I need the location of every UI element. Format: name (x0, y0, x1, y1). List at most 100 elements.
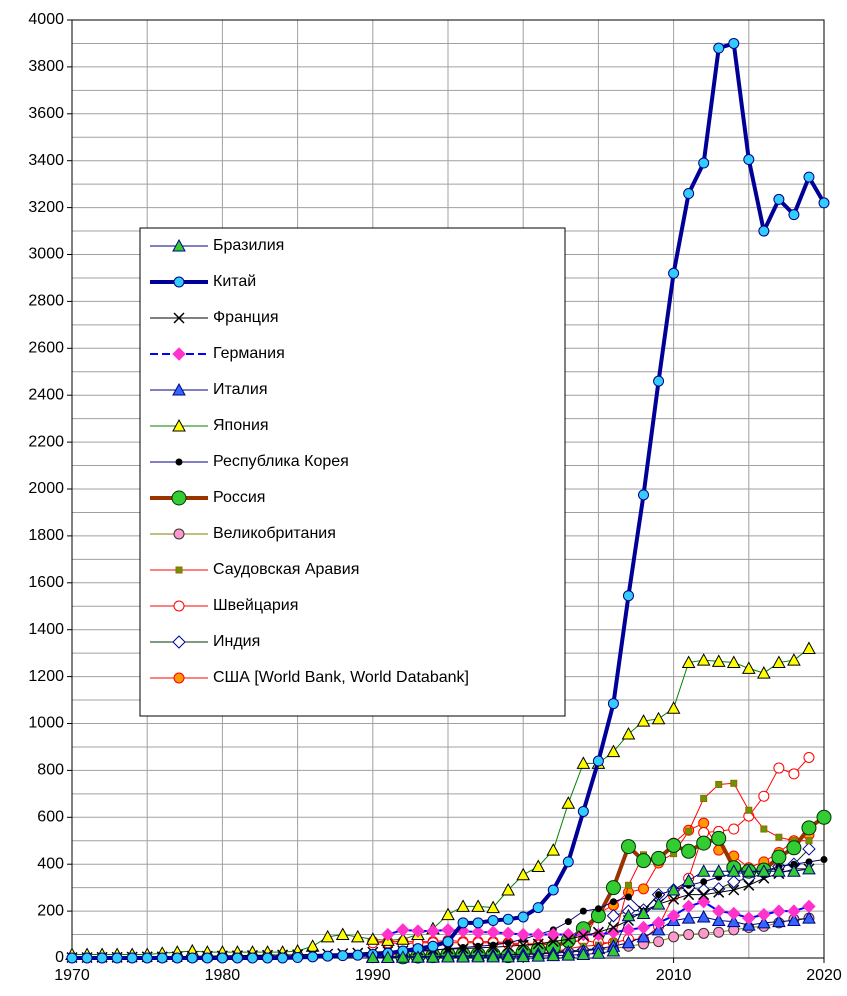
marker (607, 698, 619, 710)
marker (337, 950, 349, 962)
marker (175, 458, 183, 466)
y-tick-label: 1200 (28, 668, 64, 685)
marker (713, 926, 725, 938)
marker (516, 949, 531, 963)
marker (547, 884, 559, 896)
marker (396, 950, 410, 963)
marker (81, 952, 93, 964)
y-tick-label: 3800 (28, 58, 64, 75)
marker (531, 949, 546, 962)
marker (681, 655, 696, 669)
x-tick-label: 1990 (355, 967, 391, 984)
marker (653, 375, 665, 387)
marker (651, 916, 666, 930)
marker (547, 936, 559, 948)
marker (171, 490, 187, 506)
marker (322, 950, 334, 962)
marker (172, 382, 186, 396)
marker (532, 938, 544, 950)
legend-label: Индия (213, 633, 260, 650)
marker (472, 942, 484, 954)
marker (307, 951, 319, 963)
marker (666, 909, 681, 923)
marker (668, 267, 680, 279)
marker (700, 795, 708, 803)
marker (173, 600, 185, 612)
y-tick-label: 2400 (28, 386, 64, 403)
marker (173, 672, 185, 684)
marker (622, 590, 634, 602)
marker (591, 946, 606, 959)
legend-label: Германия (213, 345, 285, 362)
marker (638, 489, 650, 501)
y-tick-label: 600 (37, 809, 64, 826)
marker (441, 950, 455, 963)
marker (592, 926, 604, 938)
marker (787, 864, 801, 877)
marker (743, 154, 755, 166)
marker (668, 931, 680, 943)
marker (486, 925, 500, 939)
marker (683, 929, 695, 941)
marker (801, 820, 817, 836)
marker (173, 528, 185, 540)
marker (730, 779, 738, 787)
marker (441, 923, 455, 937)
marker (609, 898, 617, 906)
marker (786, 840, 802, 856)
marker (681, 873, 696, 887)
marker (396, 932, 410, 945)
marker (741, 864, 756, 877)
y-tick-label: 1600 (28, 574, 64, 591)
marker (350, 929, 365, 943)
marker (320, 929, 335, 943)
marker (728, 37, 740, 49)
marker (773, 193, 785, 205)
marker (788, 209, 800, 221)
marker (712, 882, 726, 896)
series-line (372, 822, 810, 945)
marker (126, 952, 138, 964)
marker (621, 923, 636, 937)
marker (171, 952, 183, 964)
marker (594, 905, 602, 913)
marker (681, 911, 696, 924)
marker (711, 830, 727, 846)
marker (277, 952, 289, 964)
marker (592, 755, 604, 767)
marker (681, 899, 696, 914)
marker (576, 756, 591, 769)
marker (711, 913, 726, 926)
marker (292, 952, 304, 964)
marker (457, 943, 469, 955)
marker (96, 952, 108, 964)
marker (141, 952, 153, 964)
marker (172, 635, 186, 649)
marker (606, 909, 621, 923)
marker (636, 920, 651, 935)
marker (651, 897, 666, 910)
legend-label: Италия (213, 381, 267, 398)
marker (696, 653, 711, 666)
marker (757, 907, 771, 922)
marker (696, 909, 711, 923)
marker (365, 950, 380, 964)
marker (381, 927, 395, 942)
marker (172, 347, 186, 361)
marker (471, 949, 485, 963)
marker (186, 952, 198, 964)
marker (756, 864, 771, 877)
marker (546, 927, 560, 942)
marker (441, 907, 455, 921)
marker (201, 952, 213, 964)
marker (365, 932, 380, 945)
marker (532, 902, 544, 914)
marker (246, 952, 258, 964)
marker (787, 653, 801, 666)
marker (636, 906, 651, 919)
marker (472, 917, 484, 929)
marker (621, 727, 636, 740)
marker (531, 859, 546, 873)
x-tick-label: 2000 (505, 967, 541, 984)
marker (820, 856, 828, 864)
